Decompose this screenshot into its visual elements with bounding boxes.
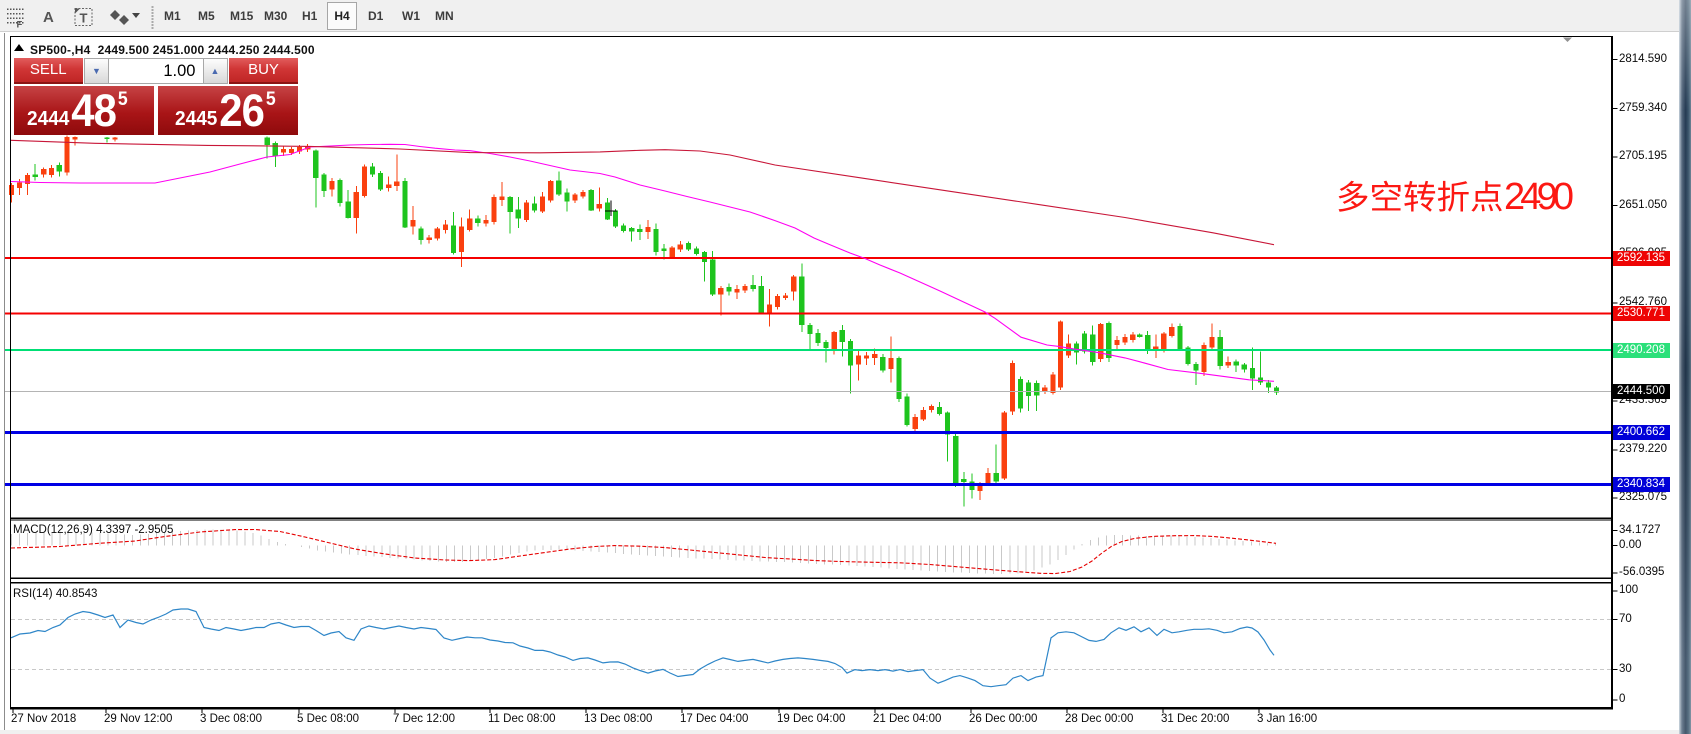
svg-text:T: T: [80, 11, 88, 26]
svg-text:A: A: [43, 9, 54, 26]
svg-text:F: F: [17, 20, 23, 31]
svg-text:2490: 2490: [1504, 176, 1574, 218]
